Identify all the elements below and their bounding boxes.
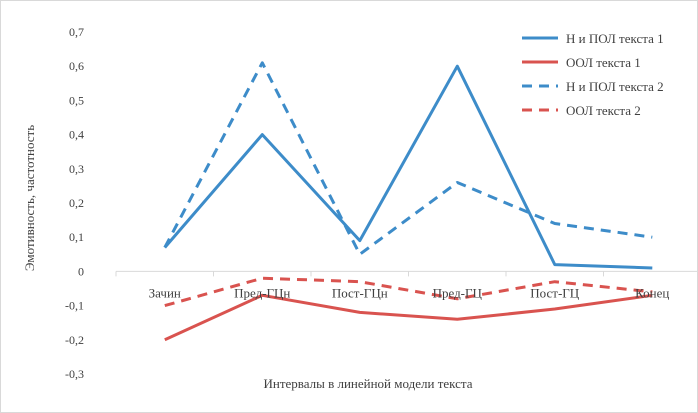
y-tick-label: 0,7 bbox=[69, 25, 84, 39]
x-tick-label: Зачин bbox=[149, 285, 181, 300]
y-tick-label: 0 bbox=[78, 264, 84, 278]
legend-label: ООЛ текста 1 bbox=[566, 55, 641, 70]
x-tick-label: Пост-ГЦ bbox=[530, 285, 580, 300]
y-tick-label: 0,3 bbox=[69, 162, 84, 176]
series-line-1 bbox=[163, 64, 653, 270]
legend: Н и ПОЛ текста 1 ООЛ текста 1 Н и ПОЛ текс… bbox=[522, 31, 664, 118]
x-tick-label: Пред-ГЦ bbox=[433, 285, 483, 300]
x-tick-label: Пост-ГЦн bbox=[332, 285, 388, 300]
series-line-4 bbox=[164, 276, 653, 308]
y-axis-label: Эмотивность, частотность bbox=[22, 125, 37, 271]
y-tick-label: 0,4 bbox=[69, 128, 84, 142]
x-axis-label: Интервалы в линейной модели текста bbox=[263, 376, 472, 391]
plot-area: -0,3 -0,2 -0,1 0 0,1 0,2 0,3 0,4 0,5 0,6 0,7 Зачин П… bbox=[65, 25, 698, 381]
y-tick-label: -0,1 bbox=[65, 299, 84, 313]
y-tick-label: 0,6 bbox=[69, 59, 84, 73]
y-tick-label: -0,2 bbox=[65, 333, 84, 347]
x-tick-label: Конец bbox=[635, 285, 669, 300]
legend-label: Н и ПОЛ текста 1 bbox=[566, 31, 664, 46]
y-tick-label: 0,5 bbox=[69, 93, 84, 107]
series-line-2 bbox=[164, 293, 653, 342]
legend-label: Н и ПОЛ текста 2 bbox=[566, 79, 664, 94]
series-line-3 bbox=[163, 61, 653, 256]
y-tick-label: 0,2 bbox=[69, 196, 84, 210]
y-tick-label: 0,1 bbox=[69, 230, 84, 244]
x-tick-label: Пред-ГЦн bbox=[234, 285, 290, 300]
legend-label: ООЛ текста 2 bbox=[566, 103, 641, 118]
y-tick-label: -0,3 bbox=[65, 367, 84, 381]
